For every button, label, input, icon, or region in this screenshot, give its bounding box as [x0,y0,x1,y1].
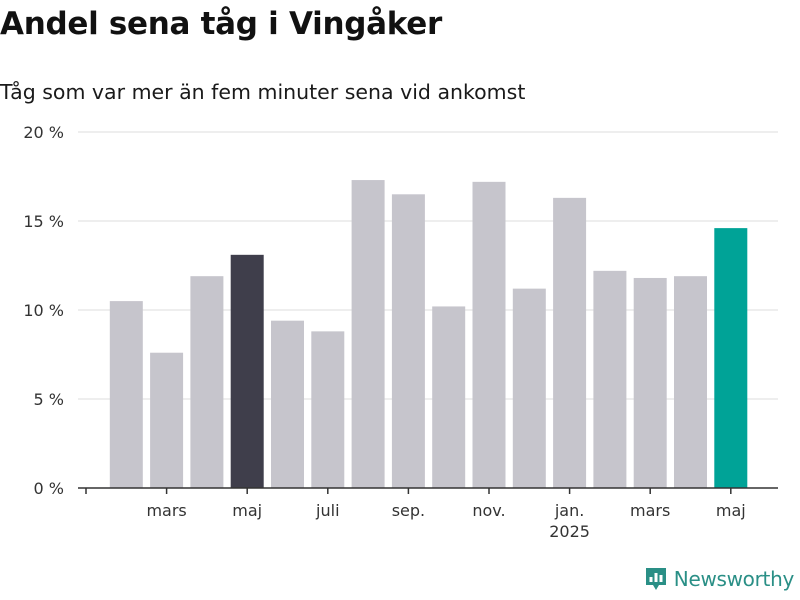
chart-title: Andel sena tåg i Vingåker [0,6,442,42]
x-tick-label: sep. [392,501,425,520]
bar-2024-05 [230,254,264,488]
bar-2024-10 [432,306,466,488]
bar-2025-02 [593,270,627,488]
x-tick-label: jan. [554,501,584,520]
x-axis [78,487,778,494]
bar-2025-04 [674,276,707,488]
y-tick-label: 5 % [34,390,64,409]
brand-name: Newsworthy [673,567,795,591]
bar-2025-01 [553,197,587,489]
x-tick-label: mars [630,501,670,520]
bar-2025-03 [633,277,667,488]
brand-logo[interactable]: Newsworthy [644,566,794,592]
bar-2025-05 [714,228,748,488]
x-axis-tick-labels: mars maj juli sep. nov. jan. 2025 mars maj [146,501,745,541]
x-tick-label: maj [232,501,262,520]
bar-2024-11 [472,181,506,488]
x-tick-label: mars [146,501,186,520]
bar-chart: 0 % 5 % 10 % 15 % 20 % mars maj juli sep. nov. ja… [23,123,778,541]
bar-2024-09 [391,194,425,489]
x-tick-year-label: 2025 [549,522,590,541]
x-tick-label: maj [716,501,746,520]
x-tick-label: juli [315,501,339,520]
bar-2024-12 [512,288,546,488]
y-tick-label: 10 % [23,301,64,320]
bar-2024-02 [109,301,143,488]
y-tick-label: 20 % [23,123,64,142]
x-tick-label: nov. [472,501,505,520]
chart-subtitle: Tåg som var mer än fem minuter sena vid … [0,80,526,104]
bar-2024-03 [150,352,184,488]
newsworthy-logo-icon [645,568,666,590]
y-tick-label: 15 % [23,212,64,231]
bars [109,180,748,489]
y-axis-tick-labels: 0 % 5 % 10 % 15 % 20 % [23,123,64,498]
bar-2024-07 [311,331,345,488]
bar-2024-08 [351,180,385,488]
y-tick-label: 0 % [34,479,64,498]
bar-2024-06 [271,320,304,488]
bar-2024-04 [190,276,224,488]
